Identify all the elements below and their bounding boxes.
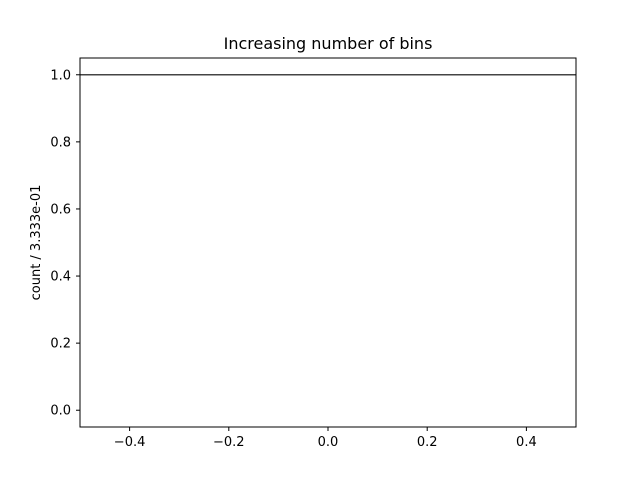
y-tick-label: 1.0 [50, 68, 71, 83]
x-tick-label: 0.2 [417, 435, 438, 450]
chart-title: Increasing number of bins [224, 34, 433, 53]
y-tick-label: 0.6 [50, 202, 71, 217]
y-tick-label: 0.0 [50, 404, 71, 419]
plot-area: −0.4 −0.2 0.0 0.2 0.4 0.0 0.2 0.4 0.6 0.8 1.0 [50, 57, 577, 450]
y-axis-label: count / 3.333e-01 [29, 185, 44, 301]
x-axis-ticks: −0.4 −0.2 0.0 0.2 0.4 [114, 427, 537, 450]
y-axis-ticks: 0.0 0.2 0.4 0.6 0.8 1.0 [50, 68, 80, 419]
x-tick-label: 0.4 [516, 435, 537, 450]
x-tick-label: −0.2 [213, 435, 245, 450]
axes-background [80, 58, 576, 427]
y-tick-label: 0.2 [50, 337, 71, 352]
x-tick-label: 0.0 [318, 435, 339, 450]
y-tick-label: 0.8 [50, 135, 71, 150]
y-tick-label: 0.4 [50, 270, 71, 285]
x-tick-label: −0.4 [114, 435, 146, 450]
